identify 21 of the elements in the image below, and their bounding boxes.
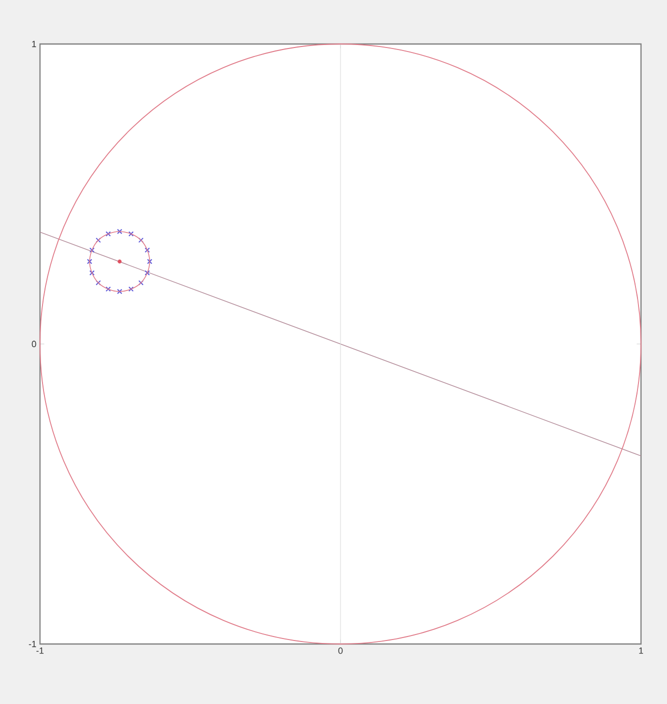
point [147,258,152,264]
y-tick-label: -1 [28,640,36,648]
x-tick-label: 0 [338,648,343,654]
point [96,280,101,286]
point [144,270,150,276]
point [117,288,122,294]
point [128,231,134,236]
point [144,247,150,253]
point [89,247,95,253]
point [128,286,134,292]
point [106,231,111,236]
y-tick-label: 1 [32,40,36,48]
y-tick-label: 0 [32,340,36,348]
point [96,238,101,243]
x-tick-label: -1 [36,648,44,654]
x-tick-label: 1 [639,648,644,654]
point [106,286,111,292]
point [89,270,95,276]
point [117,228,122,234]
point [86,258,92,264]
point [89,231,150,292]
